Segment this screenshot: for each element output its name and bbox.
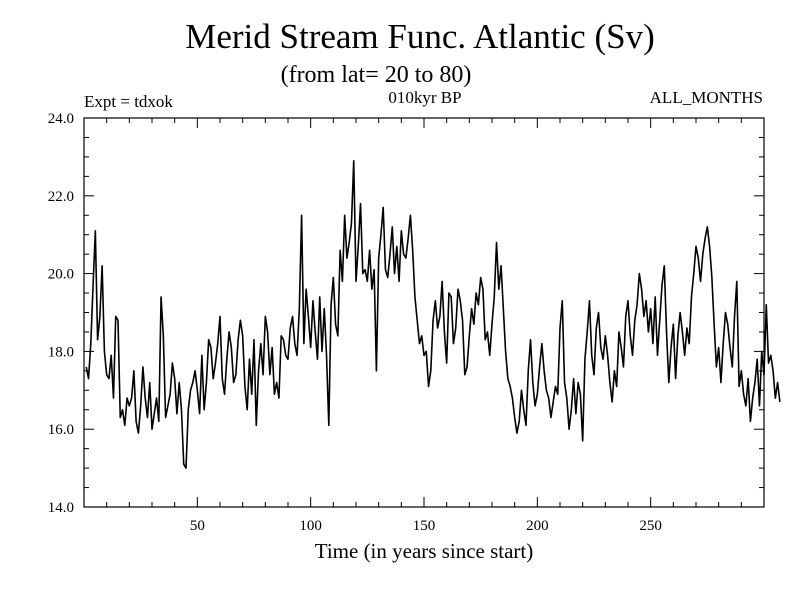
chart-canvas: Merid Stream Func. Atlantic (Sv) (from l…	[0, 0, 800, 600]
x-tick-label: 50	[190, 518, 205, 534]
period-label: 010kyr BP	[388, 88, 461, 107]
series-line	[86, 161, 780, 468]
y-axis-tick-labels: 14.0 16.0 18.0 20.0 22.0 24.0	[48, 111, 74, 516]
y-tick-label: 16.0	[48, 422, 74, 438]
x-tick-label: 250	[639, 518, 662, 534]
y-tick-label: 14.0	[48, 500, 74, 516]
x-tick-label: 150	[413, 518, 436, 534]
y-tick-label: 20.0	[48, 267, 74, 283]
experiment-label: Expt = tdxok	[84, 92, 173, 111]
y-tick-label: 24.0	[48, 111, 74, 127]
chart-subtitle: (from lat= 20 to 80)	[281, 62, 472, 88]
x-axis-label: Time (in years since start)	[315, 539, 534, 563]
x-axis-tick-labels: 50 100 150 200 250	[190, 518, 662, 534]
months-label: ALL_MONTHS	[650, 88, 763, 107]
y-tick-label: 18.0	[48, 344, 74, 360]
y-tick-label: 22.0	[48, 189, 74, 205]
x-tick-label: 100	[299, 518, 322, 534]
x-tick-label: 200	[526, 518, 549, 534]
chart-title: Merid Stream Func. Atlantic (Sv)	[185, 17, 655, 56]
